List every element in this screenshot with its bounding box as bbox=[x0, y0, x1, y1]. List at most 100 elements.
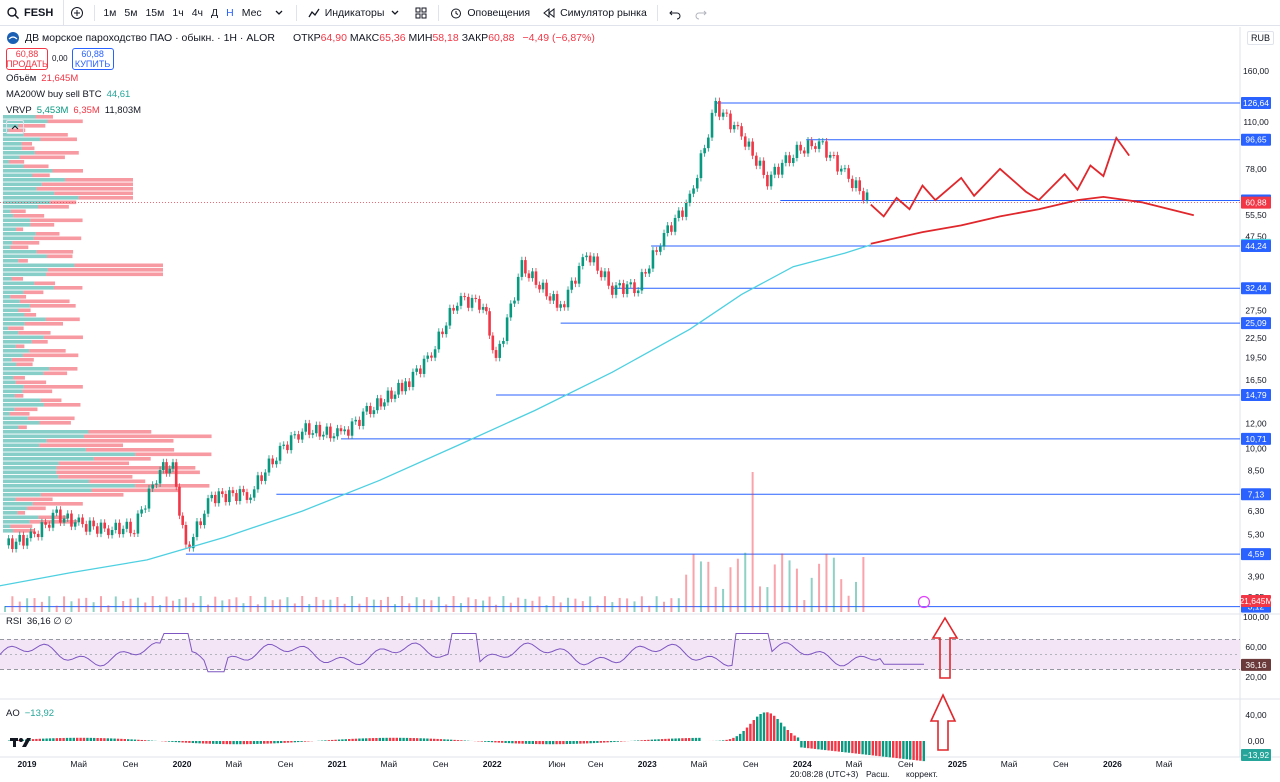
ao-bar bbox=[538, 741, 541, 745]
candle-body bbox=[171, 462, 175, 469]
ao-bar bbox=[324, 740, 327, 741]
candle-body bbox=[534, 271, 538, 285]
candle-body bbox=[703, 148, 706, 154]
volume-bar bbox=[847, 595, 850, 612]
buy-button[interactable]: 60,88 КУПИТЬ bbox=[71, 48, 114, 70]
interval-4[interactable]: 4ч bbox=[191, 6, 203, 19]
price-axis-label: 47,50 bbox=[1245, 231, 1267, 241]
price-tag-box bbox=[1241, 240, 1271, 253]
price-axis-label: 3,90 bbox=[1248, 571, 1265, 581]
candle-body bbox=[221, 491, 224, 495]
candle-body bbox=[677, 210, 681, 218]
candle-body bbox=[332, 436, 336, 439]
vrvp-bar-up bbox=[3, 317, 46, 322]
rsi-axis-label: 100,00 bbox=[1243, 612, 1269, 622]
candle-body bbox=[140, 509, 143, 514]
volume-bar bbox=[633, 601, 636, 612]
candle-body bbox=[670, 225, 673, 232]
interval-2[interactable]: 15м bbox=[145, 6, 165, 19]
replay-button[interactable]: Симулятор рынка bbox=[536, 0, 653, 26]
vrvp-bar-up bbox=[3, 313, 25, 317]
instrument-title[interactable]: ДВ морское пароходство ПАО · обыкн. · 1Н… bbox=[25, 32, 275, 44]
volume-bar bbox=[692, 554, 695, 612]
tradingview-logo[interactable] bbox=[10, 736, 32, 751]
interval-dropdown-button[interactable] bbox=[266, 0, 292, 26]
company-logo-icon bbox=[7, 32, 19, 44]
interval-7[interactable]: Мес bbox=[241, 6, 262, 19]
chart-canvas[interactable]: 160,00126,64110,0096,6578,0061,8160,8855… bbox=[0, 27, 1280, 782]
vrvp-bar-up bbox=[3, 263, 75, 268]
volume-bar bbox=[517, 597, 520, 612]
candle-body bbox=[315, 424, 318, 434]
vrvp-bar-up bbox=[3, 434, 84, 439]
volume-legend[interactable]: Объём 21,645M bbox=[6, 72, 595, 86]
candle-body bbox=[777, 166, 780, 175]
volume-bar bbox=[766, 587, 769, 612]
vrvp-bar-up bbox=[3, 389, 23, 394]
volume-bar bbox=[401, 596, 404, 612]
candle-body bbox=[839, 168, 843, 172]
candle-body bbox=[799, 144, 802, 151]
volume-bar bbox=[467, 597, 470, 612]
vrvp-legend[interactable]: VRVP 5,453M 6,35M 11,803M bbox=[6, 104, 595, 118]
ma-legend[interactable]: MA200W buy sell BTC 44,61 bbox=[6, 88, 595, 102]
candle-body bbox=[99, 522, 103, 534]
volume-bar bbox=[430, 600, 433, 612]
vrvp-bar-down bbox=[27, 506, 46, 511]
collapse-legend-button[interactable] bbox=[6, 120, 24, 134]
candle-body bbox=[688, 193, 692, 203]
vrvp-bar-down bbox=[41, 182, 133, 187]
candle-body bbox=[666, 225, 670, 234]
candle-body bbox=[419, 368, 422, 374]
time-axis-label: 2023 bbox=[638, 759, 657, 769]
volume-bar bbox=[171, 600, 174, 612]
volume-bar bbox=[781, 553, 784, 612]
vrvp-bar-up bbox=[3, 475, 59, 479]
sell-button[interactable]: 60,88 ПРОДАТЬ bbox=[6, 48, 48, 70]
volume-bar bbox=[178, 598, 181, 612]
vrvp-bar-up bbox=[3, 218, 31, 223]
ao-bar bbox=[487, 741, 490, 743]
ao-bar bbox=[222, 741, 225, 745]
candle-body bbox=[740, 126, 743, 137]
volume-bar bbox=[114, 596, 117, 612]
alerts-button[interactable]: Оповещения bbox=[443, 0, 536, 26]
vrvp-bar-down bbox=[74, 263, 163, 268]
interval-3[interactable]: 1ч bbox=[172, 6, 184, 19]
compare-button[interactable] bbox=[64, 0, 90, 26]
currency-selector[interactable]: RUB bbox=[1246, 31, 1274, 45]
buy-price: 60,88 bbox=[81, 49, 104, 59]
candle-body bbox=[147, 488, 151, 509]
chart-area[interactable]: 160,00126,64110,0096,6578,0061,8160,8855… bbox=[0, 27, 1280, 782]
time-axis-label: Май bbox=[70, 759, 87, 769]
vrvp-bar-down bbox=[56, 466, 196, 470]
volume-bar bbox=[855, 581, 858, 612]
price-axis-label: 10,00 bbox=[1245, 443, 1267, 453]
interval-0[interactable]: 1м bbox=[103, 6, 117, 19]
candle-body bbox=[865, 192, 869, 201]
interval-5[interactable]: Д bbox=[211, 6, 219, 19]
ao-bar bbox=[875, 741, 878, 756]
candle-body bbox=[110, 530, 114, 536]
vrvp-bar-up bbox=[3, 169, 53, 173]
redo-button[interactable] bbox=[688, 0, 714, 26]
interval-1[interactable]: 5м bbox=[124, 6, 138, 19]
ao-bar bbox=[892, 741, 895, 758]
time-axis-label: 2022 bbox=[483, 759, 502, 769]
interval-6[interactable]: Н bbox=[226, 6, 234, 19]
undo-button[interactable] bbox=[662, 0, 688, 26]
forecast-ma-curve bbox=[870, 195, 1195, 245]
symbol-search[interactable]: FESH bbox=[0, 0, 65, 26]
volume-bar bbox=[271, 600, 274, 612]
price-axis-label: 27,50 bbox=[1245, 306, 1267, 316]
vrvp-bar-up bbox=[3, 259, 19, 263]
rsi-legend[interactable]: RSI 36,16 ∅ ∅ bbox=[6, 616, 72, 627]
ohlc-value-2: 58,18 bbox=[432, 32, 459, 44]
ao-bar bbox=[592, 741, 596, 744]
buy-label: КУПИТЬ bbox=[74, 59, 111, 69]
vrvp-bar-down bbox=[15, 380, 47, 385]
layouts-button[interactable] bbox=[408, 0, 434, 26]
candle-body bbox=[559, 304, 562, 308]
indicators-button[interactable]: Индикаторы bbox=[301, 0, 409, 26]
ao-legend[interactable]: AO −13,92 bbox=[6, 708, 54, 719]
